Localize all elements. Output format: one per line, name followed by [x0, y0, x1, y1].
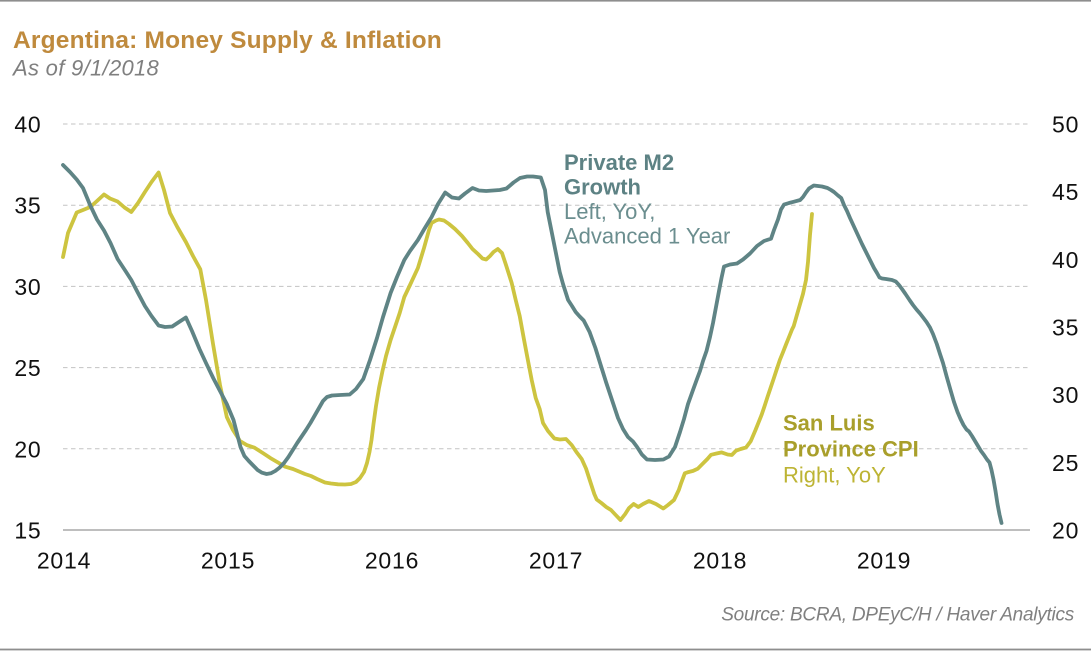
svg-text:15: 15: [14, 518, 41, 544]
svg-text:San Luis: San Luis: [783, 411, 875, 436]
svg-text:Private M2: Private M2: [564, 150, 674, 175]
svg-text:30: 30: [1052, 382, 1079, 408]
svg-text:2015: 2015: [201, 548, 255, 574]
svg-text:40: 40: [14, 112, 41, 138]
svg-text:As of 9/1/2018: As of 9/1/2018: [11, 56, 160, 81]
svg-text:Source: BCRA, DPEyC/H / Haver: Source: BCRA, DPEyC/H / Haver Analytics: [721, 605, 1075, 626]
svg-text:30: 30: [14, 274, 41, 300]
svg-text:35: 35: [14, 193, 41, 219]
svg-text:20: 20: [1052, 518, 1079, 544]
svg-text:20: 20: [14, 436, 41, 462]
svg-text:2016: 2016: [365, 548, 419, 574]
svg-text:25: 25: [1052, 450, 1079, 476]
svg-text:35: 35: [1052, 315, 1079, 341]
svg-text:40: 40: [1052, 247, 1079, 273]
svg-text:2017: 2017: [529, 548, 583, 574]
svg-text:25: 25: [14, 355, 41, 381]
svg-text:Province CPI: Province CPI: [783, 437, 919, 462]
svg-text:Left, YoY,: Left, YoY,: [564, 199, 655, 224]
svg-text:Right, YoY: Right, YoY: [783, 463, 886, 488]
svg-text:2019: 2019: [857, 548, 911, 574]
svg-text:Growth: Growth: [564, 175, 641, 200]
svg-text:45: 45: [1052, 179, 1079, 205]
svg-text:50: 50: [1052, 112, 1079, 138]
svg-text:2018: 2018: [693, 548, 747, 574]
svg-text:Advanced 1 Year: Advanced 1 Year: [564, 224, 730, 249]
svg-text:Argentina: Money Supply & Inf: Argentina: Money Supply & Inflation: [13, 27, 442, 54]
svg-text:2014: 2014: [37, 548, 91, 574]
